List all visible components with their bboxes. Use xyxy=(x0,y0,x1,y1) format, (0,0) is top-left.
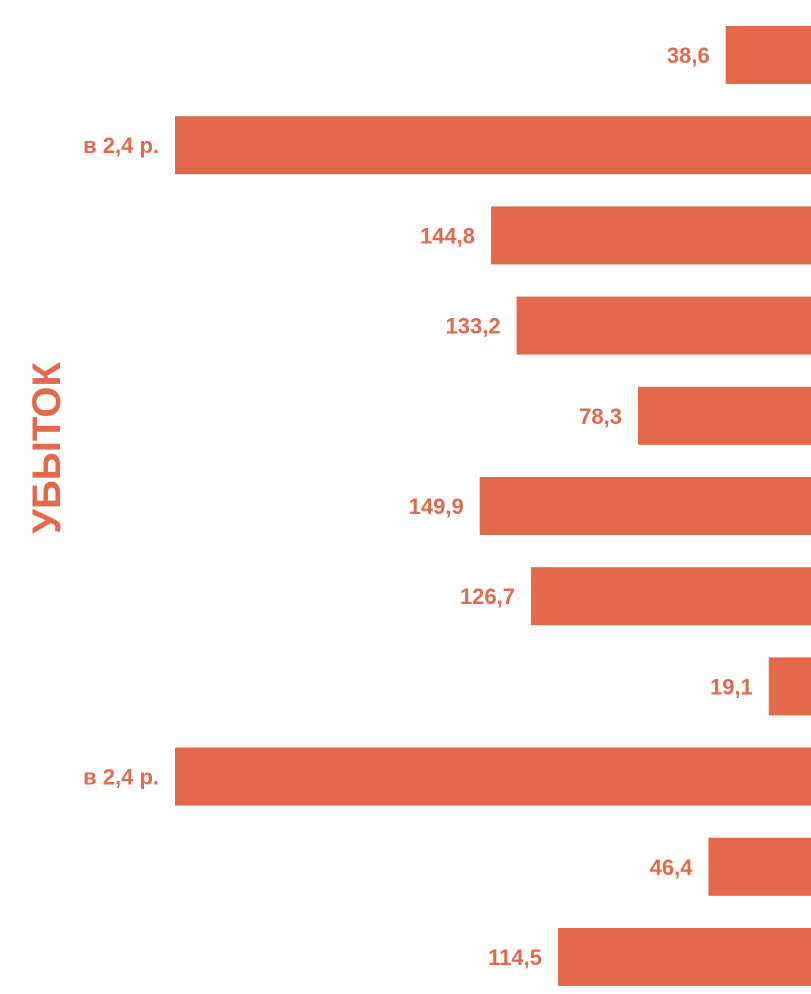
bar-value-label-9: в 2,4 р. xyxy=(83,765,159,790)
y-axis-title: УБЫТОК xyxy=(25,362,69,534)
bar-9 xyxy=(175,747,811,806)
bar-4 xyxy=(516,296,811,355)
bar-value-label-7: 126,7 xyxy=(460,584,515,609)
bar-value-label-10: 46,4 xyxy=(650,855,694,880)
bar-2 xyxy=(175,116,811,175)
bar-3 xyxy=(491,206,811,265)
bar-value-label-1: 38,6 xyxy=(667,43,710,68)
bar-value-label-6: 149,9 xyxy=(409,494,464,519)
bar-value-label-8: 19,1 xyxy=(710,674,753,699)
bars-group: 38,6 в 2,4 р. 144,8 133,2 78,3 149,9 126,7 19,1… xyxy=(83,26,811,986)
bar-6 xyxy=(479,477,811,535)
bar-value-label-11: 114,5 xyxy=(488,945,542,970)
bar-5 xyxy=(638,386,811,445)
bar-8 xyxy=(768,657,811,716)
bar-value-label-2: в 2,4 р. xyxy=(83,133,159,158)
bar-value-label-5: 78,3 xyxy=(579,404,622,429)
bar-value-label-4: 133,2 xyxy=(446,314,501,339)
bar-1 xyxy=(725,26,811,84)
bar-7 xyxy=(531,567,811,626)
bar-10 xyxy=(708,837,811,896)
bar-value-label-3: 144,8 xyxy=(420,223,475,248)
bar-11 xyxy=(558,928,811,986)
